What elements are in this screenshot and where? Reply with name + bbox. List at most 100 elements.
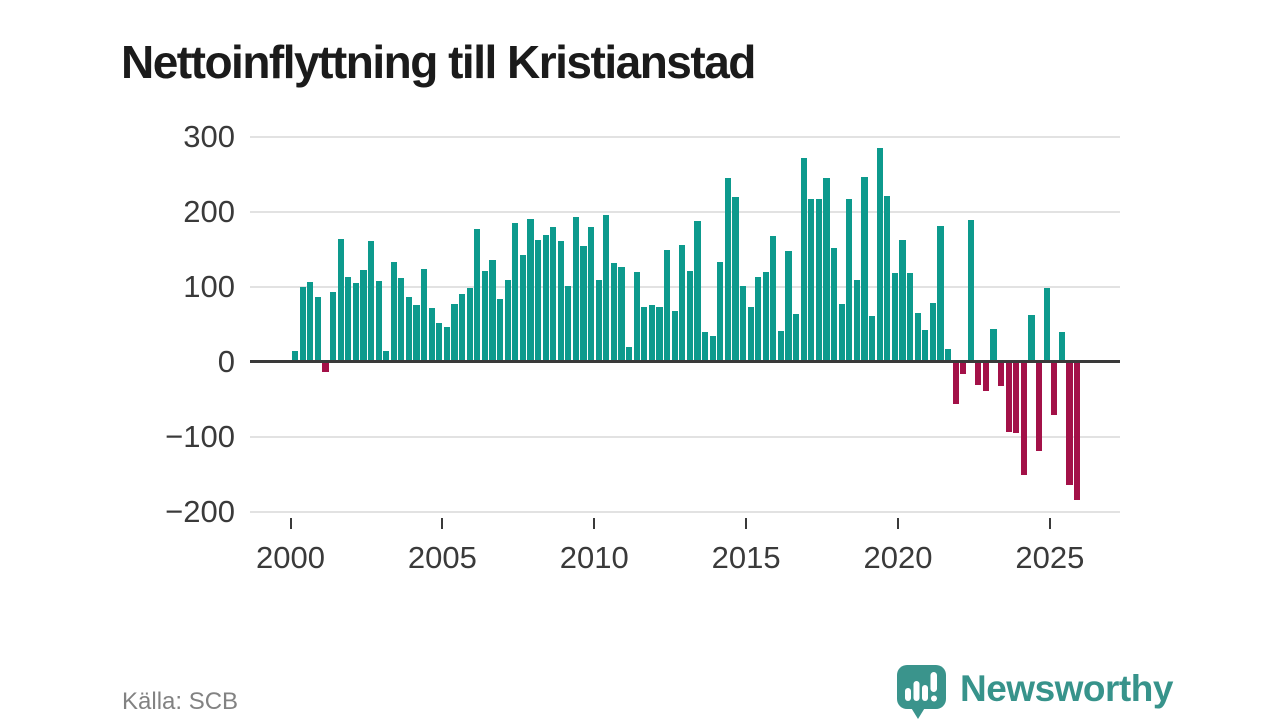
zero-axis-line [250,359,1120,363]
bar-2000-q1 [292,350,299,362]
x-tick-label-2010: 2010 [559,540,629,575]
bar-2003-q3 [398,278,405,362]
y-tick-label-300: 300 [183,119,235,154]
x-tick-label-2005: 2005 [407,540,477,575]
bar-2002-q2 [360,269,367,362]
bar-2003-q4 [405,296,413,362]
bar-2001-q2 [329,291,337,362]
bar-2013-q4 [709,335,716,362]
bar-2021-q4 [952,362,959,404]
bar-2007-q2 [512,222,519,362]
x-tick-2015 [745,518,748,529]
bar-2020-q3 [914,312,921,362]
bar-2019-q1 [868,315,876,362]
bar-2011-q4 [648,305,655,362]
bar-2006-q1 [474,229,481,362]
bar-2001-q4 [345,276,352,362]
bar-2008-q3 [550,227,557,362]
bar-2021-q1 [929,302,936,362]
bar-2014-q3 [732,197,739,362]
bar-2013-q1 [686,270,693,362]
bar-2015-q2 [755,277,762,362]
y-tick-label--100: −100 [165,419,235,454]
bar-2008-q2 [542,234,549,362]
bar-2005-q1 [443,326,451,362]
bar-2025-q2 [1058,332,1065,362]
x-tick-label-2025: 2025 [1015,540,1085,575]
bar-2011-q2 [633,272,640,362]
bar-2015-q3 [762,272,769,362]
bar-2021-q2 [937,225,944,362]
bar-2018-q1 [838,303,845,362]
bar-2010-q2 [603,215,610,362]
x-tick-2025 [1048,518,1051,529]
bar-2017-q4 [831,248,838,362]
x-tick-2000 [289,518,292,529]
bar-2006-q4 [496,299,504,362]
bar-2025-q3 [1066,362,1073,485]
bar-2017-q1 [808,198,815,362]
bar-2014-q1 [717,262,724,362]
bar-2025-q1 [1051,362,1058,416]
bar-2023-q1 [990,329,997,362]
gridline-y-300 [250,136,1120,138]
bar-2011-q1 [626,347,633,362]
bar-2014-q2 [724,178,731,362]
bar-2023-q3 [1005,362,1012,432]
bar-2022-q2 [967,220,974,362]
bar-2000-q4 [314,296,321,362]
gridline-y--200 [250,511,1120,513]
bar-2001-q3 [337,239,344,362]
bar-2022-q3 [975,362,982,385]
gridline-y-200 [250,211,1120,213]
bar-2006-q2 [481,271,488,362]
bar-2015-q4 [770,236,777,362]
bar-2012-q2 [664,250,671,362]
bar-2005-q2 [451,303,458,362]
bar-2002-q3 [367,240,375,362]
bar-2009-q4 [588,227,595,362]
bar-2016-q2 [785,251,792,362]
bar-2024-q1 [1020,362,1028,476]
bar-2005-q4 [466,287,473,362]
bar-2012-q1 [656,306,663,362]
bar-2009-q3 [580,245,587,362]
bar-2013-q2 [694,221,701,362]
bar-2003-q2 [390,262,397,362]
bar-2016-q1 [777,330,785,362]
bar-2004-q2 [421,269,428,362]
bar-2009-q1 [565,286,572,362]
page-title: Nettoinflyttning till Kristianstad [121,35,756,88]
bar-2023-q2 [998,362,1005,386]
bar-2002-q1 [352,282,359,362]
bar-2020-q4 [922,329,929,362]
bar-2010-q1 [595,279,602,362]
x-tick-label-2015: 2015 [711,540,781,575]
bar-2008-q4 [557,240,564,362]
bar-2016-q3 [793,314,800,362]
bar-2017-q3 [823,178,830,362]
bar-2016-q4 [800,158,807,362]
bar-2022-q4 [982,362,990,392]
bar-2010-q4 [618,266,625,362]
bar-2021-q3 [944,348,952,362]
x-tick-2020 [897,518,900,529]
bar-2022-q1 [960,362,967,374]
bar-2013-q3 [701,332,709,362]
bar-2014-q4 [739,286,747,362]
brand-name: Newsworthy [960,668,1173,709]
y-tick-label-0: 0 [217,344,235,379]
bar-2023-q4 [1013,362,1020,433]
bar-2024-q3 [1036,362,1043,452]
bar-2015-q1 [747,306,754,362]
newsworthy-logo-icon [896,664,947,720]
bar-2009-q2 [572,217,580,362]
bar-2007-q3 [519,254,526,362]
bar-2024-q2 [1028,314,1035,362]
bar-2008-q1 [534,239,542,362]
gridline-y--100 [250,436,1120,438]
bar-2000-q3 [307,281,314,362]
bar-2004-q3 [428,308,435,362]
y-tick-label-100: 100 [183,269,235,304]
